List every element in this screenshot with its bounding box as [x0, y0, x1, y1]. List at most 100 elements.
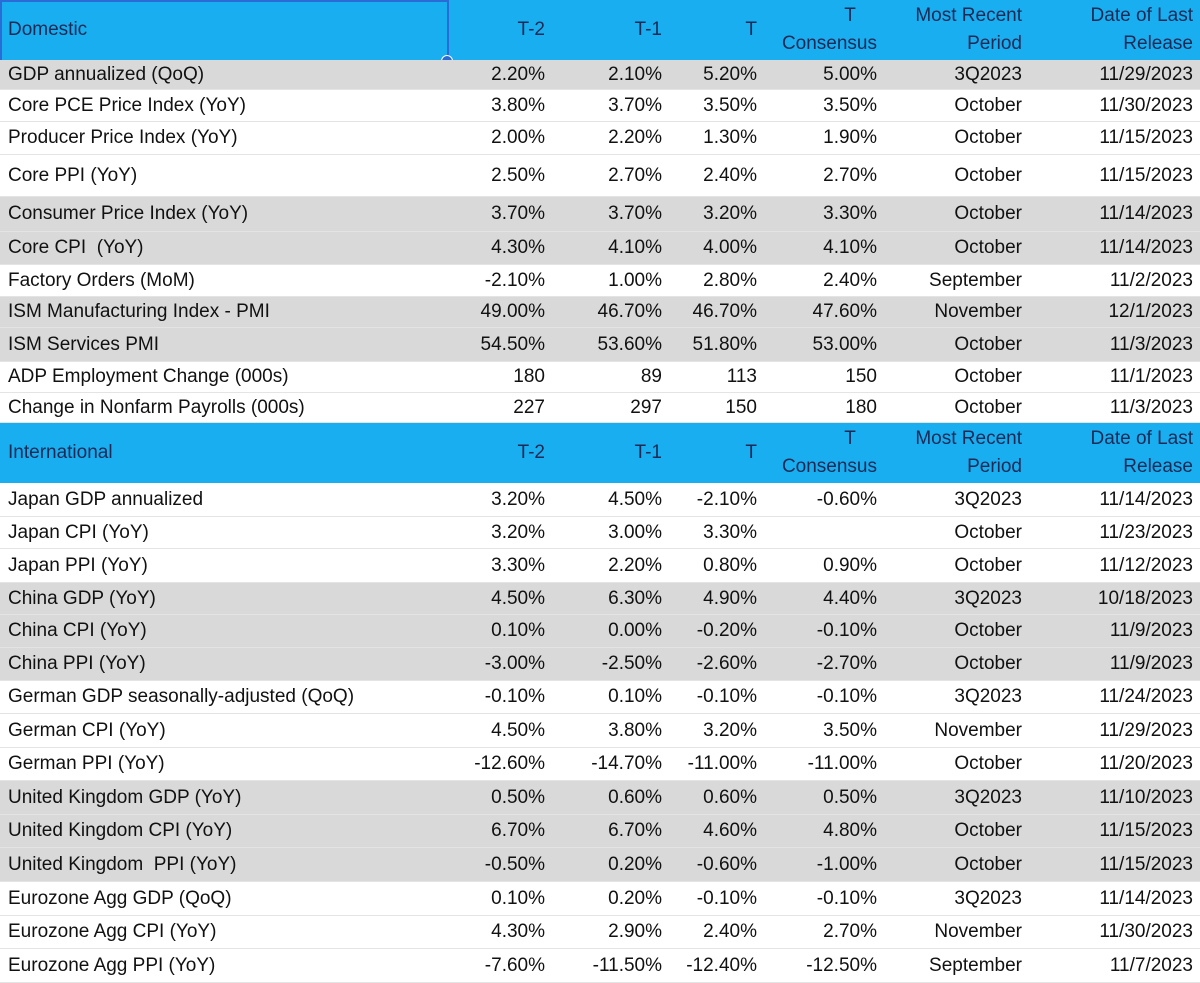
header-label: Consensus [781, 33, 877, 54]
cell-value: 11/3/2023 [1109, 396, 1193, 418]
cell-value: 0.20% [608, 887, 662, 909]
cell-value: -0.10% [816, 686, 877, 707]
data-row: Japan GDP annualized 3.20% 4.50% -2.10% -0.6… [0, 483, 1200, 517]
cell-value: 4.50% [491, 587, 545, 609]
cell-value: October [954, 164, 1022, 186]
cell-value: 11/2/2023 [1109, 269, 1193, 291]
header-label: Consensus [781, 456, 877, 477]
row-label: Consumer Price Index (YoY) [8, 203, 249, 224]
cell-value: -7.60% [484, 954, 545, 976]
cell-value: October [954, 521, 1022, 543]
cell-value: 3.50% [823, 719, 877, 741]
cell-value: 53.00% [812, 333, 877, 355]
row-label: Producer Price Index (YoY) [8, 127, 238, 148]
cell-value: 4.10% [608, 237, 662, 258]
cell-value: October [954, 653, 1022, 674]
cell-value: September [929, 954, 1022, 976]
row-label: China CPI (YoY) [8, 620, 147, 641]
cell-value: -11.00% [687, 753, 757, 774]
cell-value: 2.90% [608, 921, 662, 942]
header-label: International [8, 442, 113, 463]
cell-value: -0.10% [816, 887, 877, 909]
cell-value: 11/15/2023 [1099, 127, 1193, 148]
data-row: Core CPI (YoY) 4.30% 4.10% 4.00% 4.10% Octobe… [0, 232, 1200, 265]
row-label: Factory Orders (MoM) [8, 269, 195, 291]
cell-value: 11/10/2023 [1099, 786, 1193, 808]
data-row: Japan CPI (YoY) 3.20% 3.00% 3.30% October 11/… [0, 517, 1200, 549]
cell-value: October [954, 753, 1022, 774]
cell-value: 11/23/2023 [1099, 521, 1193, 543]
cell-value: 46.70% [597, 301, 662, 322]
data-row: Eurozone Agg GDP (QoQ) 0.10% 0.20% -0.10% -0… [0, 882, 1200, 916]
cell-value: -2.10% [484, 269, 545, 291]
row-label: Core PPI (YoY) [8, 164, 138, 186]
cell-value: 4.90% [703, 587, 757, 609]
cell-value: 3Q2023 [954, 587, 1022, 609]
cell-value: 11/9/2023 [1109, 653, 1193, 674]
cell-value: -11.50% [592, 954, 662, 976]
cell-value: 46.70% [692, 301, 757, 322]
data-row: Producer Price Index (YoY) 2.00% 2.20% 1.30… [0, 122, 1200, 155]
cell-value: 0.10% [491, 887, 545, 909]
header-label: T [844, 428, 856, 449]
cell-value: 3Q2023 [954, 887, 1022, 909]
cell-value: November [934, 921, 1022, 942]
cell-value: October [954, 554, 1022, 576]
cell-value: 6.70% [608, 820, 662, 841]
cell-value: 4.30% [491, 921, 545, 942]
header-label: Release [1123, 456, 1193, 477]
header-label: Period [967, 33, 1022, 54]
cell-value: 3.20% [703, 203, 757, 224]
cell-value: 4.50% [608, 488, 662, 510]
row-label: ADP Employment Change (000s) [8, 366, 289, 387]
cell-value: 5.20% [703, 63, 757, 85]
cell-value: 3.30% [823, 203, 877, 224]
cell-value: -0.50% [484, 853, 545, 875]
cell-value: 4.30% [491, 237, 545, 258]
cell-value: 150 [725, 396, 757, 418]
cell-value: 0.50% [823, 786, 877, 808]
cell-value: 51.80% [692, 333, 757, 355]
cell-value: -0.10% [696, 887, 757, 909]
header-label: T [745, 442, 757, 463]
cell-value: October [954, 366, 1022, 387]
data-row: Japan PPI (YoY) 3.30% 2.20% 0.80% 0.90% Octob… [0, 549, 1200, 583]
cell-value: 3.20% [491, 488, 545, 510]
cell-value: 0.20% [608, 853, 662, 875]
cell-value: 11/15/2023 [1099, 820, 1193, 841]
data-row: Consumer Price Index (YoY) 3.70% 3.70% 3.20… [0, 197, 1200, 232]
cell-value: 0.60% [703, 786, 757, 808]
cell-value: 180 [513, 366, 545, 387]
cell-value: October [954, 396, 1022, 418]
cell-value: 11/24/2023 [1099, 686, 1193, 707]
cell-value: 3.80% [608, 719, 662, 741]
cell-value: 11/14/2023 [1099, 887, 1193, 909]
data-row: United Kingdom CPI (YoY) 6.70% 6.70% 4.60% 4… [0, 815, 1200, 848]
row-label: Change in Nonfarm Payrolls (000s) [8, 396, 305, 418]
cell-value: -2.10% [696, 488, 757, 510]
data-row: Eurozone Agg CPI (YoY) 4.30% 2.90% 2.40% 2.7… [0, 916, 1200, 949]
header-label: T-1 [634, 19, 662, 40]
data-row: German CPI (YoY) 4.50% 3.80% 3.20% 3.50% Nove… [0, 714, 1200, 748]
data-row: Change in Nonfarm Payrolls (000s) 227 297 1… [0, 393, 1200, 423]
cell-value: 2.70% [823, 921, 877, 942]
cell-value: 10/18/2023 [1097, 587, 1193, 609]
data-row: GDP annualized (QoQ) 2.20% 2.10% 5.20% 5.00%… [0, 60, 1200, 90]
header-label: T-2 [517, 442, 545, 463]
cell-value: September [929, 269, 1022, 291]
cell-value: 3.70% [608, 94, 662, 116]
header-row: Domestic T-2 T-1 T T Consensus Most Recent Peri… [0, 0, 1200, 60]
cell-value: 2.70% [823, 164, 877, 186]
cell-value: 2.80% [703, 269, 757, 291]
header-label: Date of Last [1090, 428, 1193, 449]
row-label: United Kingdom CPI (YoY) [8, 820, 233, 841]
data-row: China PPI (YoY) -3.00% -2.50% -2.60% -2.70% O… [0, 648, 1200, 681]
cell-value: 49.00% [480, 301, 545, 322]
cell-value: October [954, 127, 1022, 148]
cell-value: -0.10% [484, 686, 545, 707]
data-row: United Kingdom PPI (YoY) -0.50% 0.20% -0.60… [0, 848, 1200, 882]
cell-value: 11/29/2023 [1099, 63, 1193, 85]
cell-value: 0.10% [608, 686, 662, 707]
cell-value: -12.40% [686, 954, 757, 976]
